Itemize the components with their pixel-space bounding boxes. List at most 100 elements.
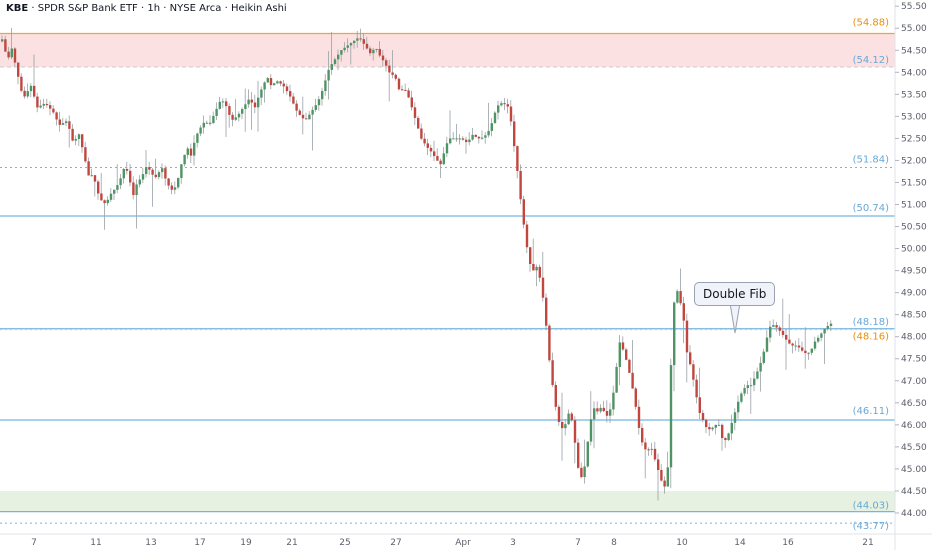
level-label-1: (54.12)	[853, 55, 890, 66]
candle-body	[759, 362, 762, 372]
candle-body	[77, 134, 81, 139]
candle-body	[289, 91, 292, 97]
candle-body	[477, 136, 481, 139]
candle-body	[788, 339, 791, 344]
candle-body	[471, 134, 474, 140]
candle-body	[503, 103, 506, 105]
candle-body	[669, 365, 673, 468]
candle-body	[349, 43, 353, 46]
candle-body	[311, 109, 314, 115]
candle-body	[631, 372, 634, 389]
price-tick-label: 54.50	[901, 46, 927, 56]
candle-body	[7, 51, 10, 58]
candle-body	[538, 266, 541, 278]
candle-body	[225, 101, 228, 107]
candle-body	[58, 119, 61, 125]
candle-body	[129, 170, 132, 183]
candle-body	[109, 193, 113, 200]
candle-body	[612, 392, 615, 410]
candle-body	[682, 303, 685, 321]
candle-body	[644, 442, 647, 450]
candle-body	[605, 411, 609, 416]
candle-body	[698, 397, 701, 413]
candle-body	[199, 127, 202, 134]
candle-body	[285, 86, 289, 92]
candle-body	[266, 78, 269, 83]
candle-body	[737, 401, 740, 413]
candle-body	[365, 43, 369, 49]
candle-body	[308, 114, 311, 120]
candle-body	[125, 168, 129, 171]
candle-body	[359, 38, 362, 40]
candle-body	[90, 175, 93, 177]
price-tick-label: 44.00	[901, 509, 927, 519]
level-label-0: (54.88)	[853, 18, 890, 29]
candle-body	[589, 419, 593, 442]
candle-body	[529, 247, 532, 264]
candle-body	[647, 449, 650, 451]
candle-body	[580, 467, 583, 478]
candle-body	[657, 459, 660, 471]
zone-layer	[0, 33, 895, 512]
candle-body	[209, 122, 212, 124]
resistance-zone	[0, 33, 895, 68]
candle-body	[561, 421, 564, 429]
candle-body	[65, 121, 68, 124]
candle-body	[276, 81, 279, 84]
candle-body	[468, 139, 471, 143]
price-tick-label: 51.00	[901, 201, 927, 211]
candle-body	[228, 106, 231, 115]
candle-body	[391, 72, 394, 75]
candle-body	[36, 96, 39, 108]
double-fib-annotation[interactable]: Double Fib	[694, 282, 776, 306]
candle-body	[596, 408, 599, 412]
candle-body	[567, 413, 570, 425]
candle-body	[634, 388, 637, 407]
level-label-3: (50.74)	[853, 203, 890, 214]
candle-body	[321, 91, 324, 100]
candle-body	[337, 54, 340, 60]
candle-body	[378, 48, 381, 56]
level-label-7: (44.03)	[853, 501, 890, 512]
candle-body	[106, 199, 109, 204]
candle-body	[820, 333, 823, 338]
candle-body	[660, 470, 663, 481]
candle-body	[679, 291, 682, 304]
candle-body	[273, 83, 276, 86]
candle-body	[20, 76, 23, 91]
time-tick-label: 7	[31, 538, 37, 548]
candle-body	[154, 174, 157, 178]
candle-body	[84, 147, 87, 162]
candle-body	[234, 117, 237, 120]
candle-body	[167, 178, 170, 186]
candle-body	[775, 325, 778, 328]
time-tick-label: 7	[575, 538, 581, 548]
candle-body	[458, 138, 461, 140]
candle-body	[381, 55, 385, 61]
candle-body	[279, 81, 282, 84]
candle-body	[577, 442, 580, 468]
candle-body	[593, 408, 596, 420]
candle-body	[237, 113, 241, 118]
price-tick-label: 55.00	[901, 24, 927, 34]
candle-body	[461, 138, 465, 140]
candle-body	[410, 97, 413, 108]
candle-body	[45, 103, 49, 106]
candle-body	[397, 78, 401, 90]
candle-body	[346, 45, 349, 48]
candle-body	[641, 427, 644, 443]
candle-body	[756, 371, 759, 379]
candle-body	[439, 160, 442, 165]
candle-body	[189, 148, 193, 156]
candle-body	[711, 427, 714, 430]
candle-body	[599, 407, 602, 412]
candle-body	[244, 104, 247, 110]
price-tick-label: 50.00	[901, 245, 927, 255]
candle-body	[113, 189, 116, 194]
candle-body	[145, 167, 148, 175]
header-sep-4: ·	[224, 3, 228, 14]
candle-body	[465, 139, 468, 143]
candle-body	[625, 349, 628, 360]
candle-body	[33, 85, 36, 97]
